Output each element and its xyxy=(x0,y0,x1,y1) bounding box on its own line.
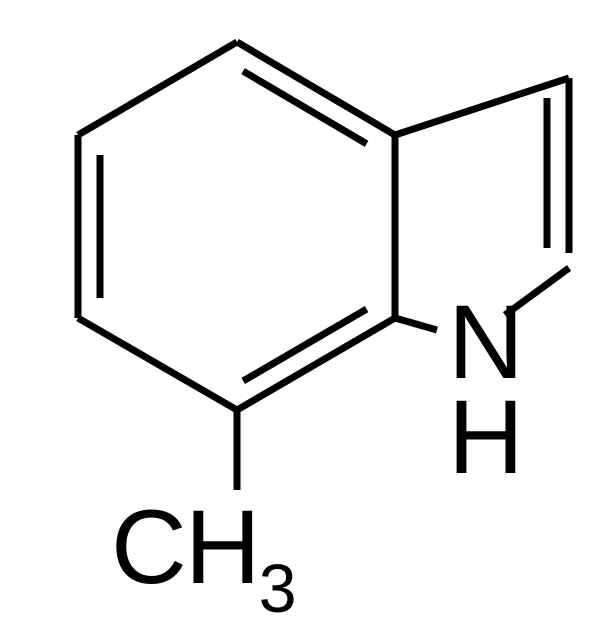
methyl-label: CH3 xyxy=(111,495,295,616)
nitrogen-label: N H xyxy=(448,290,522,490)
h-letter: H xyxy=(448,385,522,490)
molecule-diagram: N H CH3 xyxy=(0,0,611,640)
ch3-text: CH3 xyxy=(111,489,295,606)
